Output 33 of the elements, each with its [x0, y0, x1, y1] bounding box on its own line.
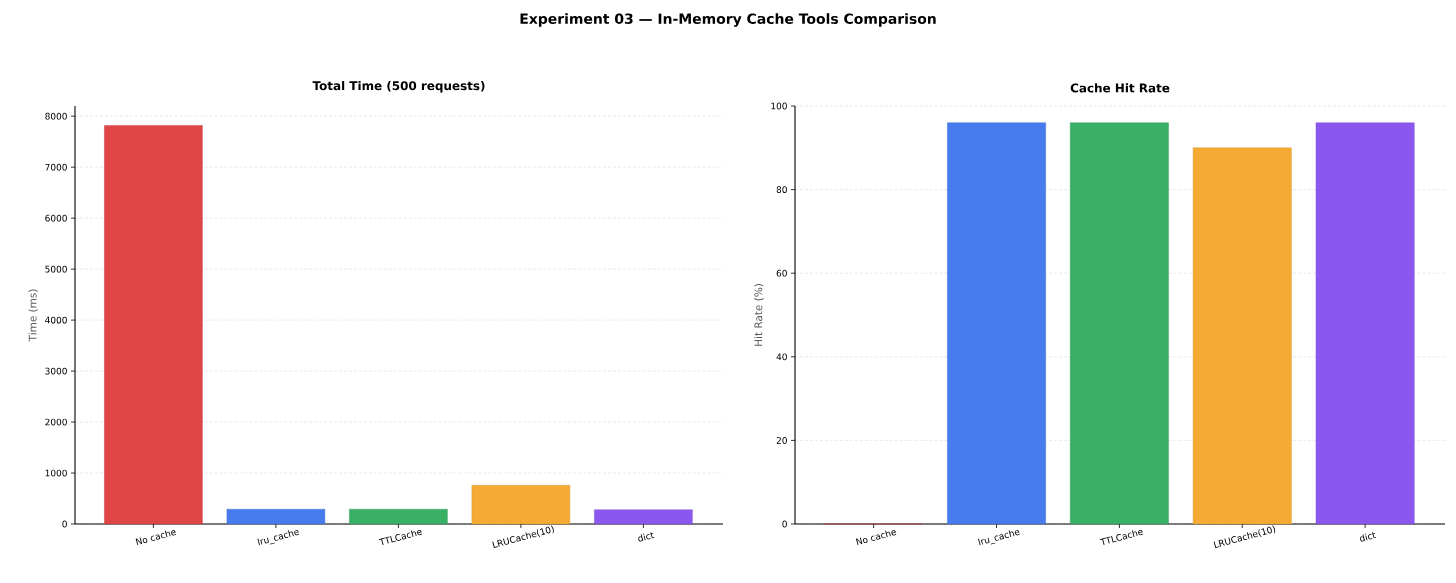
x-tick-label: lru_cache [978, 530, 1020, 546]
y-tick-label: 5000 [45, 265, 67, 273]
y-tick-label: 3000 [45, 367, 67, 375]
bar [226, 509, 326, 525]
y-tick-label: 60 [776, 269, 787, 277]
chart-title: Cache Hit Rate [1070, 83, 1170, 93]
y-tick-label: 0 [62, 520, 67, 528]
y-tick-label: 40 [776, 353, 787, 361]
y-tick-label: 80 [776, 186, 787, 193]
y-tick-label: 7000 [45, 163, 67, 171]
y-axis-title: Time (ms) [28, 289, 38, 342]
y-tick-label: 2000 [45, 418, 67, 426]
y-tick-label: 0 [782, 520, 787, 528]
y-tick-label: 1000 [45, 469, 67, 477]
x-tick-label: lru_cache [257, 530, 300, 546]
text: Experiment 03 — In-Memory Cache Tools Comparison [520, 13, 936, 27]
y-axis-title: Hit Rate (%) [754, 284, 764, 346]
chart-title: Total Time (500 requests) [312, 80, 485, 93]
x-tick-label: dict [638, 532, 655, 542]
y-tick-label: 6000 [45, 214, 67, 222]
y-tick-label: 8000 [45, 112, 67, 120]
bar [104, 125, 203, 525]
y-tick-label: 100 [771, 102, 787, 110]
bar [349, 509, 448, 525]
y-tick-label: 20 [776, 437, 787, 444]
x-tick-label: No cache [135, 530, 176, 546]
bar [594, 509, 693, 525]
x-tick-label: TTLCache [1099, 530, 1143, 545]
x-tick-label: No cache [855, 530, 897, 546]
y-tick-label: 4000 [45, 316, 67, 324]
x-tick-label: dict [1360, 532, 1377, 542]
bar [471, 485, 571, 525]
x-tick-label: TTLCache [378, 530, 422, 545]
